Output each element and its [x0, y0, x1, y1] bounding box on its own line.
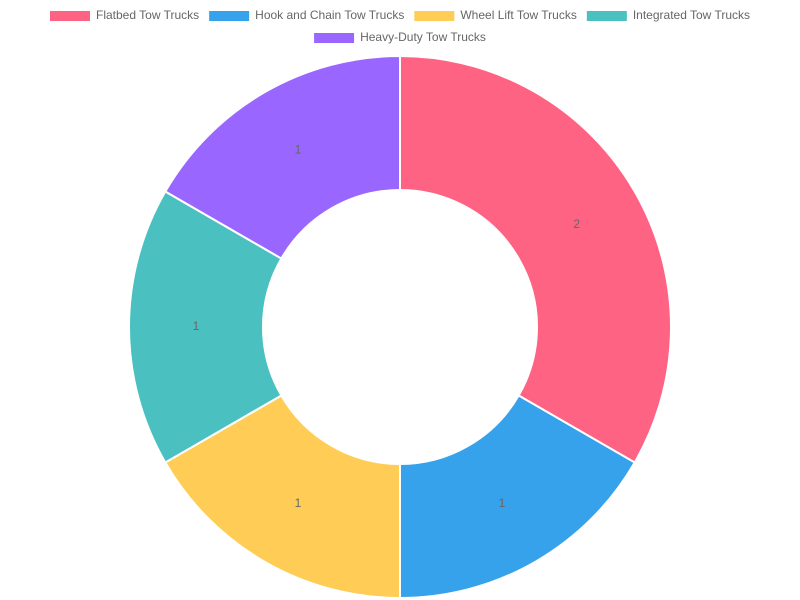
legend-swatch	[209, 11, 250, 21]
legend-item: Hook and Chain Tow Trucks	[209, 8, 404, 22]
slice	[399, 54, 672, 464]
legend-swatch	[314, 33, 355, 43]
legend-swatch	[414, 11, 455, 21]
data-label: 1	[295, 496, 302, 510]
legend-label: Hook and Chain Tow Trucks	[255, 8, 404, 22]
legend-item: Heavy-Duty Tow Trucks	[314, 30, 486, 44]
legend-label: Integrated Tow Trucks	[633, 8, 750, 22]
legend-swatch	[586, 11, 627, 21]
legend-label: Flatbed Tow Trucks	[96, 8, 199, 22]
legend-label: Wheel Lift Tow Trucks	[460, 8, 576, 22]
legend-item: Flatbed Tow Trucks	[50, 8, 199, 22]
slice	[128, 190, 283, 464]
legend-item: Wheel Lift Tow Trucks	[414, 8, 577, 22]
legend-label: Heavy-Duty Tow Trucks	[360, 30, 486, 44]
slice	[399, 394, 637, 600]
slice	[163, 54, 401, 260]
data-label: 2	[573, 217, 580, 231]
legend-item: Integrated Tow Trucks	[586, 8, 750, 22]
data-label: 1	[193, 319, 200, 333]
data-label: 1	[295, 143, 302, 157]
legend-swatch	[50, 11, 90, 21]
slice	[163, 394, 401, 600]
data-label: 1	[499, 496, 506, 510]
